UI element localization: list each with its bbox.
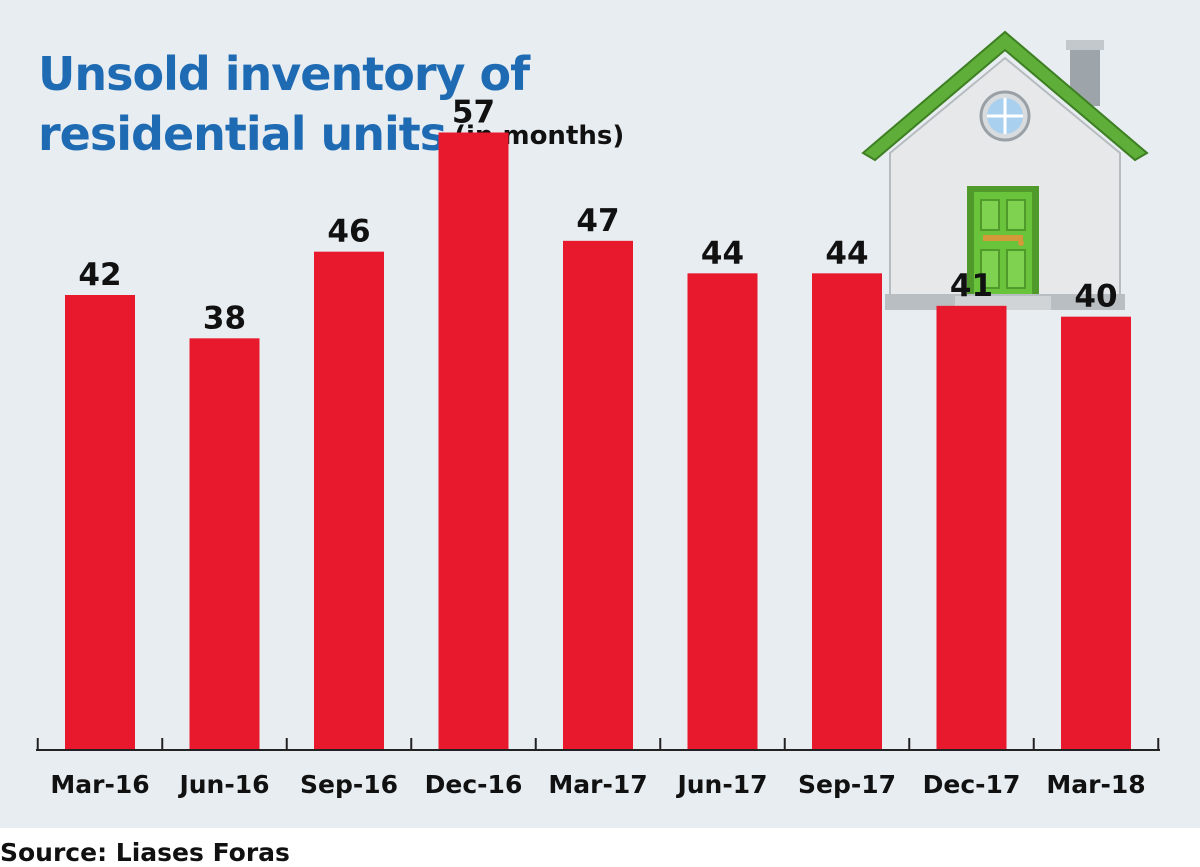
value-label-Sep-17: 44 bbox=[825, 235, 868, 271]
bar-Jun-17 bbox=[687, 273, 758, 750]
source-note: Source: Liases Foras bbox=[0, 838, 290, 867]
bar-Dec-16 bbox=[438, 132, 509, 750]
value-label-Mar-18: 40 bbox=[1074, 279, 1117, 315]
title-line-1: Unsold inventory of bbox=[38, 47, 530, 101]
bar-Sep-16 bbox=[314, 251, 384, 750]
category-label-Sep-17: Sep-17 bbox=[798, 770, 896, 799]
category-label-Jun-17: Jun-17 bbox=[675, 770, 767, 799]
bar-Mar-18 bbox=[1061, 316, 1131, 750]
category-label-Mar-16: Mar-16 bbox=[50, 770, 149, 799]
value-label-Dec-16: 57 bbox=[452, 95, 495, 131]
bar-Dec-17 bbox=[936, 305, 1007, 750]
bar-Mar-17 bbox=[563, 240, 633, 751]
bar-Mar-16 bbox=[65, 295, 135, 750]
category-label-Dec-16: Dec-16 bbox=[425, 770, 523, 799]
value-label-Jun-16: 38 bbox=[203, 300, 246, 336]
value-label-Mar-17: 47 bbox=[576, 203, 619, 239]
bar-Sep-17 bbox=[812, 273, 882, 750]
chart-title: Unsold inventory of residential units (in… bbox=[38, 44, 624, 166]
category-label-Jun-16: Jun-16 bbox=[177, 770, 269, 799]
value-label-Dec-17: 41 bbox=[950, 268, 993, 304]
category-label-Mar-17: Mar-17 bbox=[548, 770, 647, 799]
value-label-Mar-16: 42 bbox=[78, 257, 121, 293]
category-labels-group: Mar-16 Jun-16 Sep-16 Dec-16 Mar-17 Jun-17 Sep-… bbox=[50, 770, 1145, 799]
bar-Jun-16 bbox=[189, 338, 260, 750]
value-label-Jun-17: 44 bbox=[701, 235, 744, 271]
category-label-Sep-16: Sep-16 bbox=[300, 770, 398, 799]
x-axis bbox=[36, 738, 1160, 751]
bars-group bbox=[65, 132, 1131, 751]
category-label-Mar-18: Mar-18 bbox=[1046, 770, 1145, 799]
value-labels-group: 42 38 46 57 47 44 44 41 40 bbox=[78, 95, 1117, 337]
bar-chart: 42 38 46 57 47 44 44 41 40 Mar-16 Jun-16 Sep-16 Dec… bbox=[36, 95, 1160, 799]
value-label-Sep-16: 46 bbox=[327, 214, 370, 250]
category-label-Dec-17: Dec-17 bbox=[923, 770, 1021, 799]
title-line-2-text: residential units bbox=[38, 107, 447, 161]
